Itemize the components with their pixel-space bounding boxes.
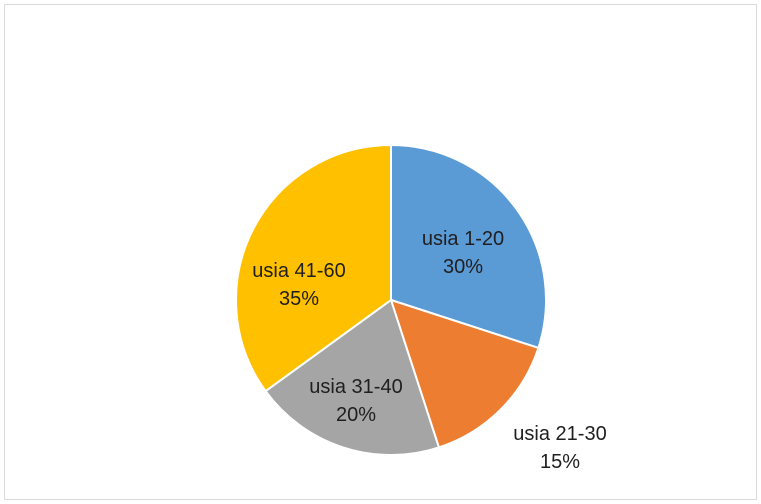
- pie-data-labels: usia 1-20 30%usia 21-30 15%usia 31-40 20%us…: [252, 228, 606, 473]
- data-label-category: usia 41-60: [252, 260, 345, 282]
- pie-slice-usia-1-20: [390, 143, 547, 350]
- data-label-usia-41-60: usia 41-60 35%: [252, 260, 345, 310]
- data-label-usia-31-40: usia 31-40 20%: [309, 376, 402, 426]
- data-label-percent: 20%: [336, 404, 376, 426]
- pie-slices: [235, 143, 547, 456]
- data-label-percent: 15%: [540, 451, 580, 473]
- data-label-category: usia 31-40: [309, 376, 402, 398]
- pie-slice-usia-41-60: [235, 143, 392, 393]
- data-label-usia-1-20: usia 1-20 30%: [422, 228, 504, 278]
- data-label-percent: 35%: [279, 288, 319, 310]
- data-label-usia-21-30: usia 21-30 15%: [513, 423, 606, 473]
- pie-slice-usia-31-40: [264, 298, 441, 456]
- data-label-category: usia 1-20: [422, 228, 504, 250]
- data-label-category: usia 21-30: [513, 423, 606, 445]
- data-label-percent: 30%: [443, 256, 483, 278]
